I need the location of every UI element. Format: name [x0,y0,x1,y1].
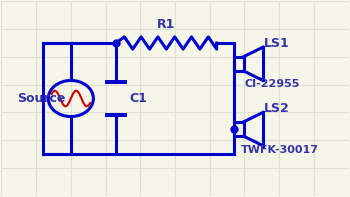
Text: R1: R1 [157,18,175,31]
Text: C1: C1 [129,92,147,105]
Bar [234,122,244,136]
Bar [234,57,244,71]
Text: LS1: LS1 [264,36,289,49]
Text: TWFK-30017: TWFK-30017 [241,145,319,155]
Text: Source: Source [17,92,65,105]
Text: CI-22955: CI-22955 [244,79,300,89]
Text: LS2: LS2 [264,102,289,115]
